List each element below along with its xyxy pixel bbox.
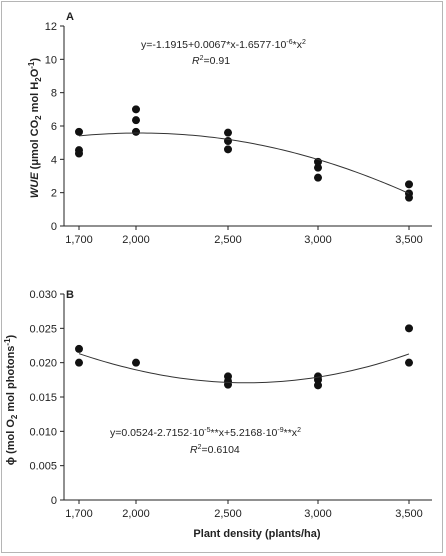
panel-a-fit-curve [78, 132, 410, 194]
panel-b-points [75, 324, 413, 390]
panel-a-y-tick-label: 12 [45, 21, 57, 33]
panel-b: B 0 0.005 0.010 0.015 0.020 0.025 0.030 1,700 2,… [3, 289, 432, 540]
panel-a-y-tick-label: 8 [51, 88, 57, 100]
panel-b-data-point [405, 324, 413, 333]
x-axis-label: Plant density (plants/ha) [193, 528, 320, 540]
panel-a-x-tick-label: 2,000 [122, 234, 150, 246]
panel-a-data-point [224, 145, 232, 154]
panel-b-data-point [405, 358, 413, 367]
panel-b-y-tick-label: 0.010 [29, 426, 57, 438]
panel-b-x-tick-label: 3,500 [395, 508, 423, 520]
panel-b-fit-curve [78, 353, 410, 384]
panel-b-data-point [132, 358, 140, 367]
panel-a-y-tick-label: 6 [51, 121, 57, 133]
panel-b-r-squared: R2=0.6104 [190, 444, 240, 456]
panel-a-data-point [132, 127, 140, 136]
panel-a-y-tick-label: 0 [51, 221, 57, 233]
panel-b-data-point [314, 381, 322, 390]
panel-b-data-point [75, 344, 83, 353]
panel-b-data-point [75, 358, 83, 367]
panel-a-data-point [132, 116, 140, 125]
panel-b-letter: B [66, 289, 74, 301]
panel-a-data-point [224, 128, 232, 137]
panel-b-axes [63, 294, 432, 501]
panel-a-data-point [314, 163, 322, 172]
panel-a-data-point [132, 105, 140, 114]
panel-a-y-axis-label: WUE (μmol CO2 mol H2O-1) [27, 58, 43, 198]
panel-b-x-tick-label: 2,000 [122, 508, 150, 520]
panel-a-data-point [314, 173, 322, 182]
panel-a-data-point [75, 127, 83, 136]
panel-b-x-tick-label: 2,500 [214, 508, 242, 520]
panel-a-data-point [224, 137, 232, 145]
panel-a-axes [63, 26, 432, 227]
panel-a-r-squared: R2=0.91 [192, 55, 230, 67]
panel-b-y-axis-label: ϕ (mol O2 mol photons-1) [3, 334, 19, 465]
panel-a: A 0 2 4 6 8 10 12 1,700 2,000 2,500 3,000 3,500 y=-… [27, 11, 432, 246]
panel-a-points [75, 105, 413, 202]
panel-b-y-tick-label: 0.020 [29, 358, 57, 370]
panel-b-y-tick-label: 0.005 [29, 461, 57, 473]
panel-a-equation: y=-1.1915+0.0067*x-1.6577·10-6*x2 [141, 39, 306, 51]
panel-a-data-point [75, 149, 83, 158]
panel-b-ticks: 0 0.005 0.010 0.015 0.020 0.025 0.030 1,700 2,00… [29, 289, 422, 520]
panel-b-x-tick-label: 1,700 [65, 508, 93, 520]
panel-a-letter: A [66, 11, 74, 23]
panel-a-data-point [405, 193, 413, 202]
panel-a-x-tick-label: 2,500 [214, 234, 242, 246]
panel-b-y-tick-label: 0.030 [29, 289, 57, 301]
panel-b-y-tick-label: 0.025 [29, 323, 57, 335]
panel-b-x-tick-label: 3,000 [304, 508, 332, 520]
panel-b-y-tick-label: 0.015 [29, 392, 57, 404]
panel-a-ticks: 0 2 4 6 8 10 12 1,700 2,000 2,500 3,000 3,500 [45, 21, 423, 246]
panel-a-y-tick-label: 2 [51, 188, 57, 200]
panel-a-x-tick-label: 3,500 [395, 234, 423, 246]
panel-a-x-tick-label: 1,700 [65, 234, 93, 246]
panel-a-y-tick-label: 4 [51, 154, 57, 166]
panel-b-equation: y=0.0524-2.7152·10-5**x+5.2168·10-9**x2 [110, 427, 301, 439]
panel-a-x-tick-label: 3,000 [304, 234, 332, 246]
panel-a-data-point [405, 180, 413, 189]
panel-a-y-tick-label: 10 [45, 54, 57, 66]
panel-b-y-tick-label: 0 [51, 495, 57, 507]
